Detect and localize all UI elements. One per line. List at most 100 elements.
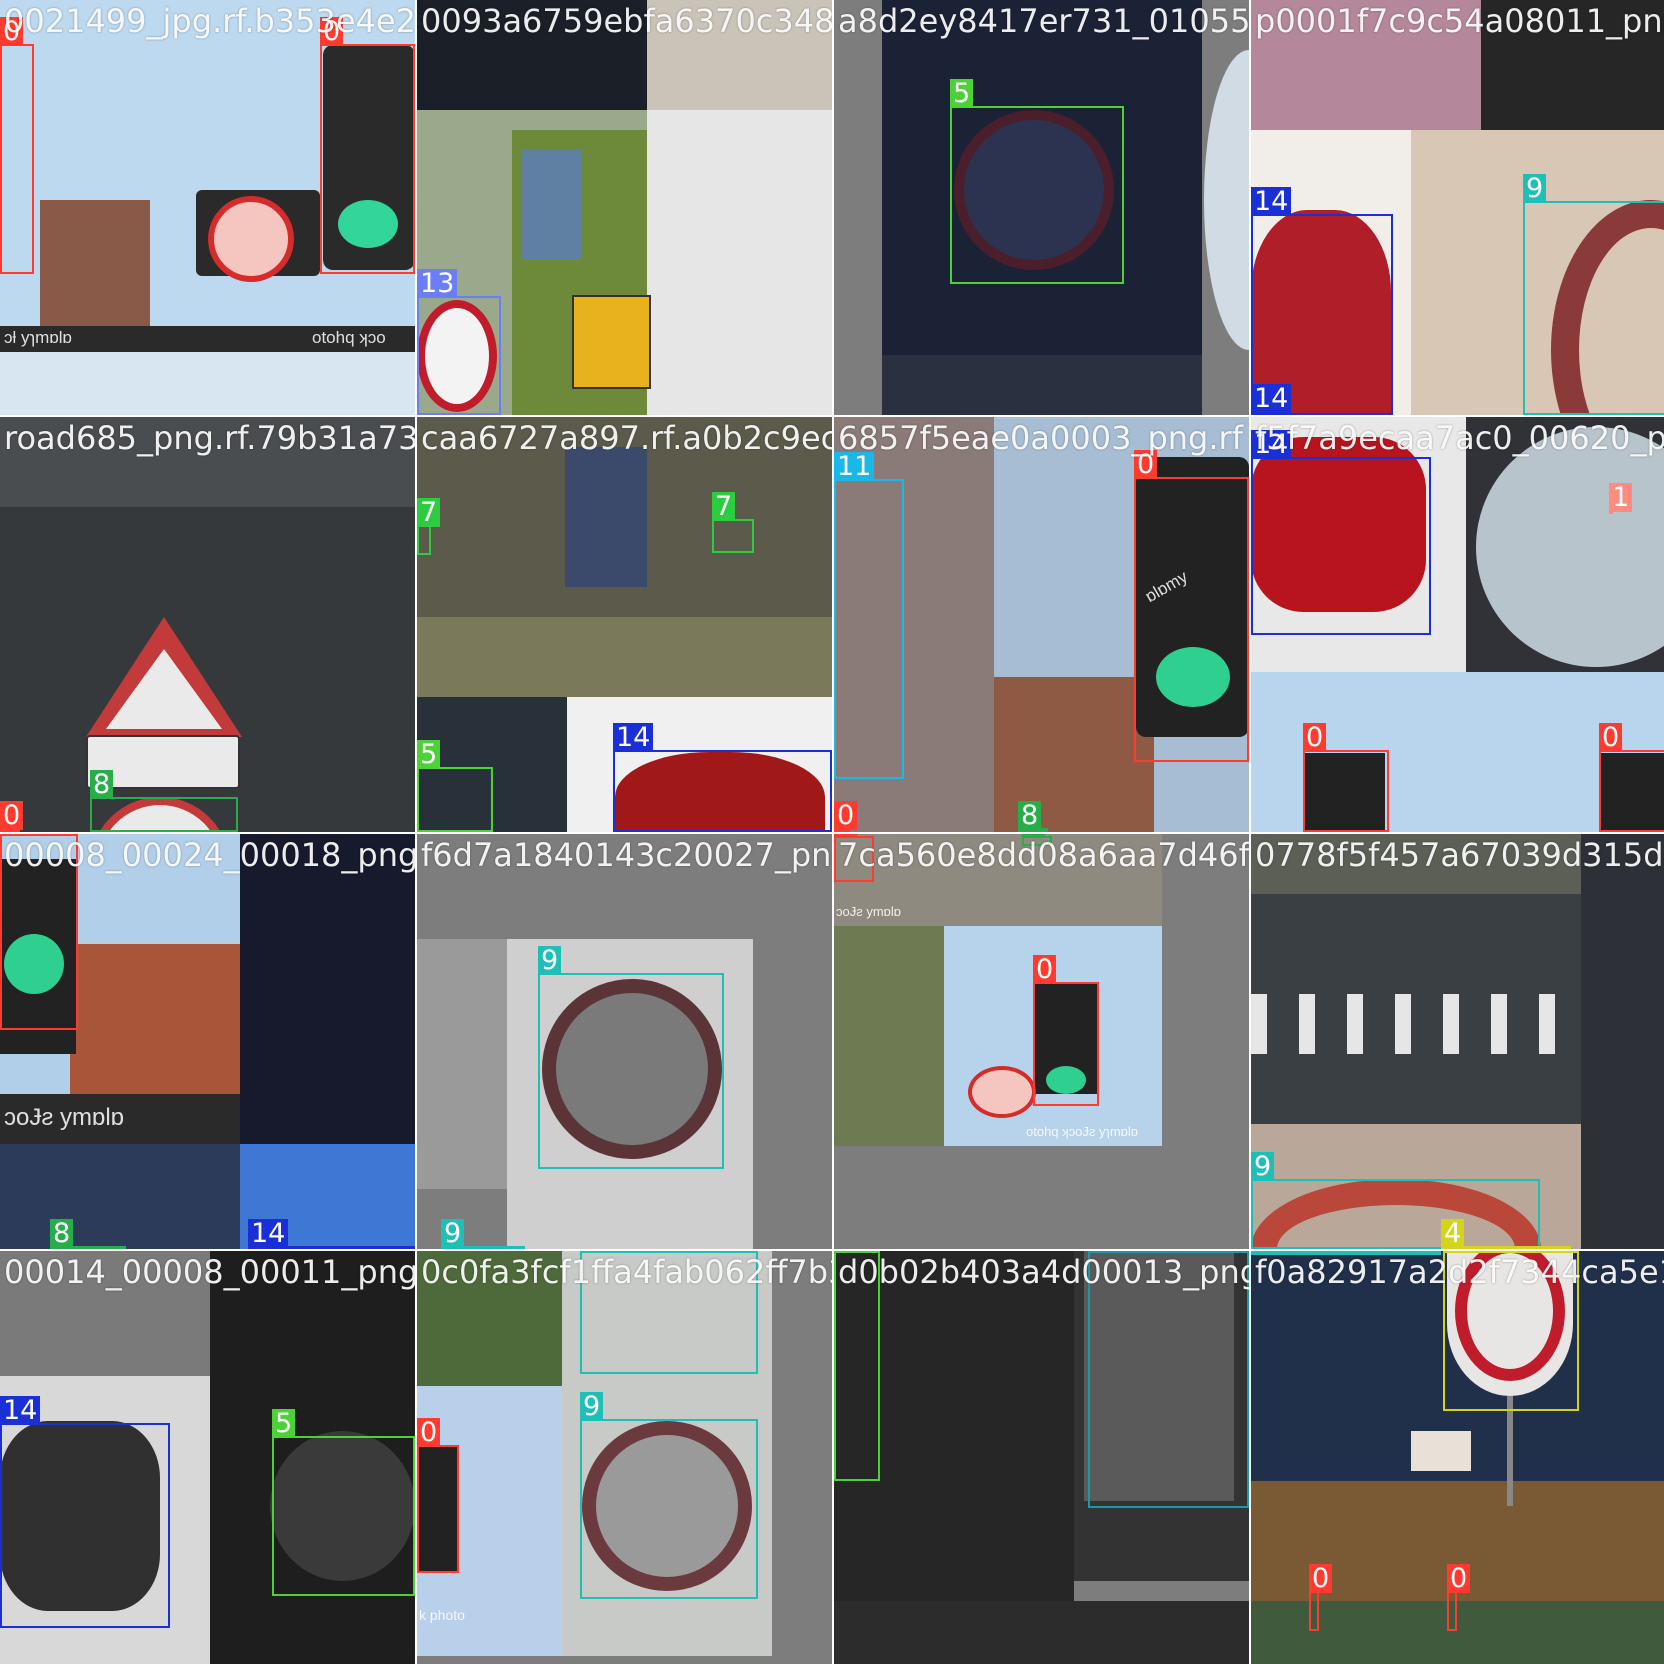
detection-box: 7 bbox=[417, 498, 441, 555]
scene-round-sign bbox=[270, 1431, 415, 1581]
tile-16: 4 0 0 9 f0a82917a2d2f7344ca5e1f95 bbox=[1251, 1251, 1664, 1664]
detection-box: 0 bbox=[834, 801, 858, 832]
scene-fisheye-lens bbox=[1476, 427, 1664, 667]
scene-side-strip bbox=[417, 939, 507, 1189]
class-label: 0 bbox=[834, 801, 858, 830]
scene-traffic-light bbox=[1305, 753, 1385, 832]
class-label: 0 bbox=[1309, 1564, 1333, 1593]
class-label: 7 bbox=[417, 498, 441, 527]
tile-6: 7 7 5 14 caa6727a897.rf.a0b2c9ec40 bbox=[417, 417, 832, 832]
detection-box: 9 bbox=[580, 1251, 758, 1374]
scene-red-octagon bbox=[615, 752, 825, 832]
class-label: 5 bbox=[272, 1409, 296, 1438]
class-label: 0 bbox=[1033, 955, 1057, 984]
scene-photo-left bbox=[417, 1251, 562, 1386]
detection-box: 4 bbox=[1441, 1219, 1571, 1249]
tile-filename: road685_png.rf.79b31a73b bbox=[4, 419, 415, 457]
scene-green-lamp bbox=[1046, 1066, 1086, 1094]
detection-box: 0 bbox=[417, 1418, 459, 1573]
class-label: 9 bbox=[538, 946, 562, 975]
class-label: 9 bbox=[1251, 1251, 1275, 1253]
class-label: 14 bbox=[0, 1396, 41, 1425]
class-label: 4 bbox=[1443, 1251, 1467, 1253]
tile-filename: 7ca560e8dd08a6aa7d46f7c bbox=[838, 836, 1249, 874]
class-label: 9 bbox=[580, 1392, 604, 1421]
scene-road bbox=[834, 926, 944, 1146]
class-label: 7 bbox=[712, 492, 736, 521]
tile-11: ɔoɈƨ ymɒlɒ otohq ʞɔoɈƨ yɿmɒlɒ 0 0 8 7ca5… bbox=[834, 834, 1249, 1249]
class-label: 1 bbox=[1609, 483, 1633, 512]
class-label: 0 bbox=[0, 17, 24, 46]
tile-8: 14 1 0 0 f5f7a9ecaa7ac0_00620_p bbox=[1251, 417, 1664, 832]
scene-green-lamp bbox=[338, 200, 398, 248]
detection-box: 11 bbox=[834, 452, 904, 779]
scene-yellow-sign bbox=[572, 295, 651, 389]
detection-box: 9 bbox=[1251, 1251, 1441, 1255]
detection-box: 14 bbox=[613, 723, 832, 832]
scene-sign-disc bbox=[954, 110, 1114, 270]
class-label: 14 bbox=[248, 1219, 289, 1248]
tile-filename: caa6727a897.rf.a0b2c9ec40 bbox=[421, 419, 832, 457]
scene-forest bbox=[1251, 1601, 1664, 1664]
scene-path bbox=[417, 617, 832, 697]
detection-box: 0 bbox=[0, 834, 78, 1030]
tile-13: 14 5 00014_00008_00011_png.rf bbox=[0, 1251, 415, 1664]
tile-filename: d0b02b403a4d00013_png.rf bbox=[838, 1253, 1249, 1291]
detection-box: 0 bbox=[1134, 450, 1249, 762]
class-label: 5 bbox=[834, 1251, 858, 1253]
detection-box: 0 bbox=[834, 834, 874, 882]
detection-box: 9 bbox=[441, 1219, 525, 1249]
detection-box: 9 bbox=[1523, 174, 1664, 415]
class-label: 8 bbox=[50, 1219, 74, 1248]
class-label: 9 bbox=[1251, 1152, 1275, 1181]
scene-building bbox=[70, 944, 240, 1094]
class-label: 14 bbox=[1251, 187, 1292, 216]
scene-stop-sign bbox=[1251, 437, 1426, 612]
scene-distance-plate bbox=[86, 735, 240, 789]
class-label: 0 bbox=[417, 1418, 441, 1447]
detection-box: 5 bbox=[834, 1251, 880, 1481]
tile-filename: 0021499_jpg.rf.b353e4e2c3c bbox=[4, 2, 415, 40]
scene-green-lamp bbox=[4, 934, 64, 994]
watermark-text: k photo bbox=[419, 1607, 465, 1623]
detection-box: 8 bbox=[90, 770, 238, 832]
tile-filename: 6857f5eae0a0003_png.rf bbox=[838, 419, 1243, 457]
class-label: 13 bbox=[417, 269, 458, 298]
scene-pixel-blur bbox=[834, 417, 994, 832]
class-label: 0 bbox=[834, 834, 858, 838]
detection-box: 14 bbox=[1251, 384, 1292, 415]
class-label: 0 bbox=[0, 834, 24, 836]
scene-top-block bbox=[0, 1251, 210, 1376]
detection-box: 14 bbox=[248, 1219, 415, 1249]
detection-box: 0 bbox=[1599, 723, 1664, 832]
detection-box: 0 bbox=[1033, 955, 1099, 1106]
class-label: 8 bbox=[1018, 801, 1042, 830]
detection-box: 0 bbox=[0, 17, 34, 274]
detection-box: 7 bbox=[712, 492, 754, 553]
class-label: 4 bbox=[1441, 1219, 1465, 1248]
tile-filename: f6d7a1840143c20027_png.r bbox=[421, 836, 832, 874]
detection-box: 8 bbox=[1022, 834, 1052, 846]
scene-green-lamp bbox=[1156, 647, 1230, 707]
scene-light-block bbox=[647, 0, 832, 110]
scene-red-sign bbox=[1251, 210, 1391, 415]
detection-box: 0 bbox=[0, 801, 24, 832]
class-label: 10 bbox=[1088, 1251, 1129, 1253]
watermark-text: ɔƚ yɿmɒlɒ bbox=[4, 328, 73, 347]
scene-pixel-block bbox=[0, 1144, 240, 1249]
scene-bottom-strip bbox=[834, 1601, 1249, 1664]
detection-box: 5 bbox=[950, 79, 1124, 284]
scene-lower-sign bbox=[1411, 1431, 1471, 1471]
scene-no-turn-disc bbox=[968, 1066, 1036, 1118]
class-label: 14 bbox=[1251, 384, 1292, 413]
watermark-text: ɔoɈƨ ymɒlɒ bbox=[4, 1104, 125, 1131]
tile-15: 5 10 d0b02b403a4d00013_png.rf bbox=[834, 1251, 1249, 1664]
tile-14: k photo 9 9 0 0c0fa3fcf1ffa4fab062ff7b34… bbox=[417, 1251, 832, 1664]
tile-1: ɔƚ yɿmɒlɒ otohq ʞɔo 0 0 0021499_jpg.rf.b… bbox=[0, 0, 415, 415]
tile-3: 5 a8d2ey8417er731_01055_p bbox=[834, 0, 1249, 415]
detection-box: 0 bbox=[320, 17, 415, 274]
detection-box: 13 bbox=[417, 269, 501, 415]
scene-mirror-sky bbox=[0, 352, 415, 415]
detection-box: 5 bbox=[417, 740, 493, 832]
class-label: 5 bbox=[417, 740, 441, 769]
